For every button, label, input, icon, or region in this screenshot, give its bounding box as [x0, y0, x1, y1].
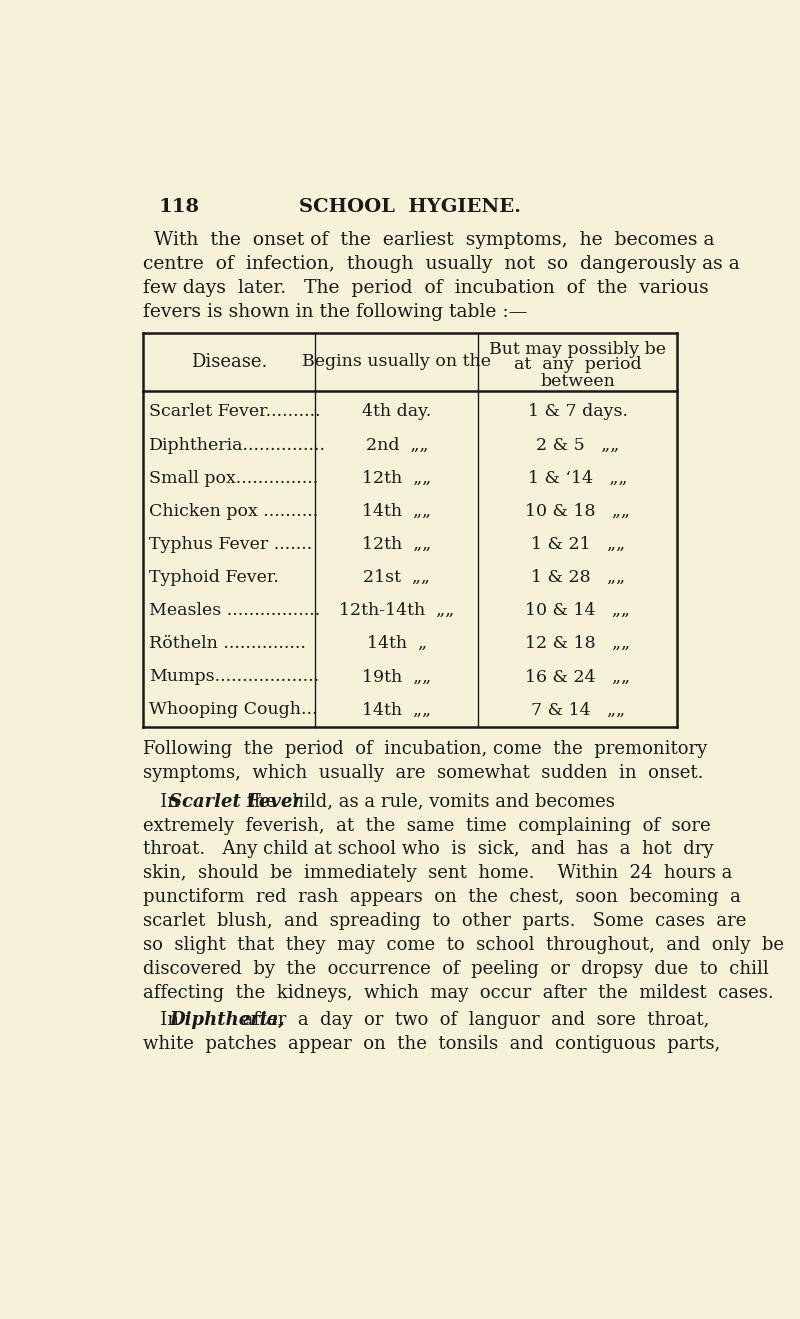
Text: In: In: [142, 793, 184, 811]
Text: 16 & 24   „„: 16 & 24 „„: [526, 669, 630, 686]
Text: Typhus Fever .......: Typhus Fever .......: [149, 536, 312, 553]
Text: 4th day.: 4th day.: [362, 404, 431, 421]
Text: 10 & 14   „„: 10 & 14 „„: [526, 603, 630, 619]
Text: skin,  should  be  immediately  sent  home.    Within  24  hours a: skin, should be immediately sent home. W…: [142, 864, 732, 882]
Text: 14th  „„: 14th „„: [362, 702, 431, 719]
Text: Disease.: Disease.: [191, 353, 267, 371]
Text: Mumps...................: Mumps...................: [149, 669, 319, 686]
Text: Chicken pox ..........: Chicken pox ..........: [149, 503, 318, 520]
Text: Scarlet Fever..........: Scarlet Fever..........: [149, 404, 321, 421]
Text: 14th  „„: 14th „„: [362, 503, 431, 520]
Text: extremely  feverish,  at  the  same  time  complaining  of  sore: extremely feverish, at the same time com…: [142, 816, 710, 835]
Text: 19th  „„: 19th „„: [362, 669, 431, 686]
Text: In: In: [142, 1010, 184, 1029]
Text: With  the  onset of  the  earliest  symptoms,  he  becomes a: With the onset of the earliest symptoms,…: [154, 231, 714, 249]
Text: Diphtheria...............: Diphtheria...............: [149, 437, 326, 454]
Text: punctiform  red  rash  appears  on  the  chest,  soon  becoming  a: punctiform red rash appears on the chest…: [142, 888, 741, 906]
Text: Typhoid Fever.: Typhoid Fever.: [149, 568, 278, 586]
Text: between: between: [540, 373, 615, 390]
Text: white  patches  appear  on  the  tonsils  and  contiguous  parts,: white patches appear on the tonsils and …: [142, 1034, 720, 1053]
Text: Scarlet Fever: Scarlet Fever: [169, 793, 302, 811]
Text: 14th  „: 14th „: [366, 636, 427, 653]
Text: Following  the  period  of  incubation, come  the  premonitory: Following the period of incubation, come…: [142, 740, 707, 758]
Text: 1 & 28   „„: 1 & 28 „„: [530, 568, 625, 586]
Text: symptoms,  which  usually  are  somewhat  sudden  in  onset.: symptoms, which usually are somewhat sud…: [142, 764, 703, 782]
Text: SCHOOL  HYGIENE.: SCHOOL HYGIENE.: [299, 198, 521, 216]
Text: at  any  period: at any period: [514, 356, 642, 373]
Text: after  a  day  or  two  of  languor  and  sore  throat,: after a day or two of languor and sore t…: [231, 1010, 710, 1029]
Text: discovered  by  the  occurrence  of  peeling  or  dropsy  due  to  chill: discovered by the occurrence of peeling …: [142, 960, 768, 977]
Text: 12th-14th  „„: 12th-14th „„: [339, 603, 454, 619]
Text: Whooping Cough...: Whooping Cough...: [149, 702, 318, 719]
Text: throat.   Any child at school who  is  sick,  and  has  a  hot  dry: throat. Any child at school who is sick,…: [142, 840, 713, 859]
Text: 12th  „„: 12th „„: [362, 470, 431, 487]
Text: few days  later.   The  period  of  incubation  of  the  various: few days later. The period of incubation…: [142, 280, 708, 297]
Text: Begins usually on the: Begins usually on the: [302, 353, 491, 371]
Text: the child, as a rule, vomits and becomes: the child, as a rule, vomits and becomes: [241, 793, 615, 811]
Text: Measles .................: Measles .................: [149, 603, 320, 619]
Text: 12th  „„: 12th „„: [362, 536, 431, 553]
Text: 1 & 7 days.: 1 & 7 days.: [528, 404, 628, 421]
Text: affecting  the  kidneys,  which  may  occur  after  the  mildest  cases.: affecting the kidneys, which may occur a…: [142, 984, 774, 1001]
Text: 1 & 21   „„: 1 & 21 „„: [530, 536, 625, 553]
Text: But may possibly be: But may possibly be: [490, 340, 666, 357]
Text: 2nd  „„: 2nd „„: [366, 437, 428, 454]
Text: 21st  „„: 21st „„: [363, 568, 430, 586]
Text: fevers is shown in the following table :—: fevers is shown in the following table :…: [142, 303, 527, 321]
Text: so  slight  that  they  may  come  to  school  throughout,  and  only  be: so slight that they may come to school t…: [142, 936, 784, 954]
Text: centre  of  infection,  though  usually  not  so  dangerously as a: centre of infection, though usually not …: [142, 256, 739, 273]
Text: 1 & ‘14   „„: 1 & ‘14 „„: [528, 470, 627, 487]
Text: 7 & 14   „„: 7 & 14 „„: [530, 702, 625, 719]
Text: 2 & 5   „„: 2 & 5 „„: [536, 437, 619, 454]
Text: Diphtheria,: Diphtheria,: [169, 1010, 285, 1029]
Text: 10 & 18   „„: 10 & 18 „„: [526, 503, 630, 520]
Text: scarlet  blush,  and  spreading  to  other  parts.   Some  cases  are: scarlet blush, and spreading to other pa…: [142, 913, 746, 930]
Text: Rötheln ...............: Rötheln ...............: [149, 636, 306, 653]
Text: Small pox...............: Small pox...............: [149, 470, 318, 487]
Text: 12 & 18   „„: 12 & 18 „„: [526, 636, 630, 653]
Text: 118: 118: [158, 198, 199, 216]
